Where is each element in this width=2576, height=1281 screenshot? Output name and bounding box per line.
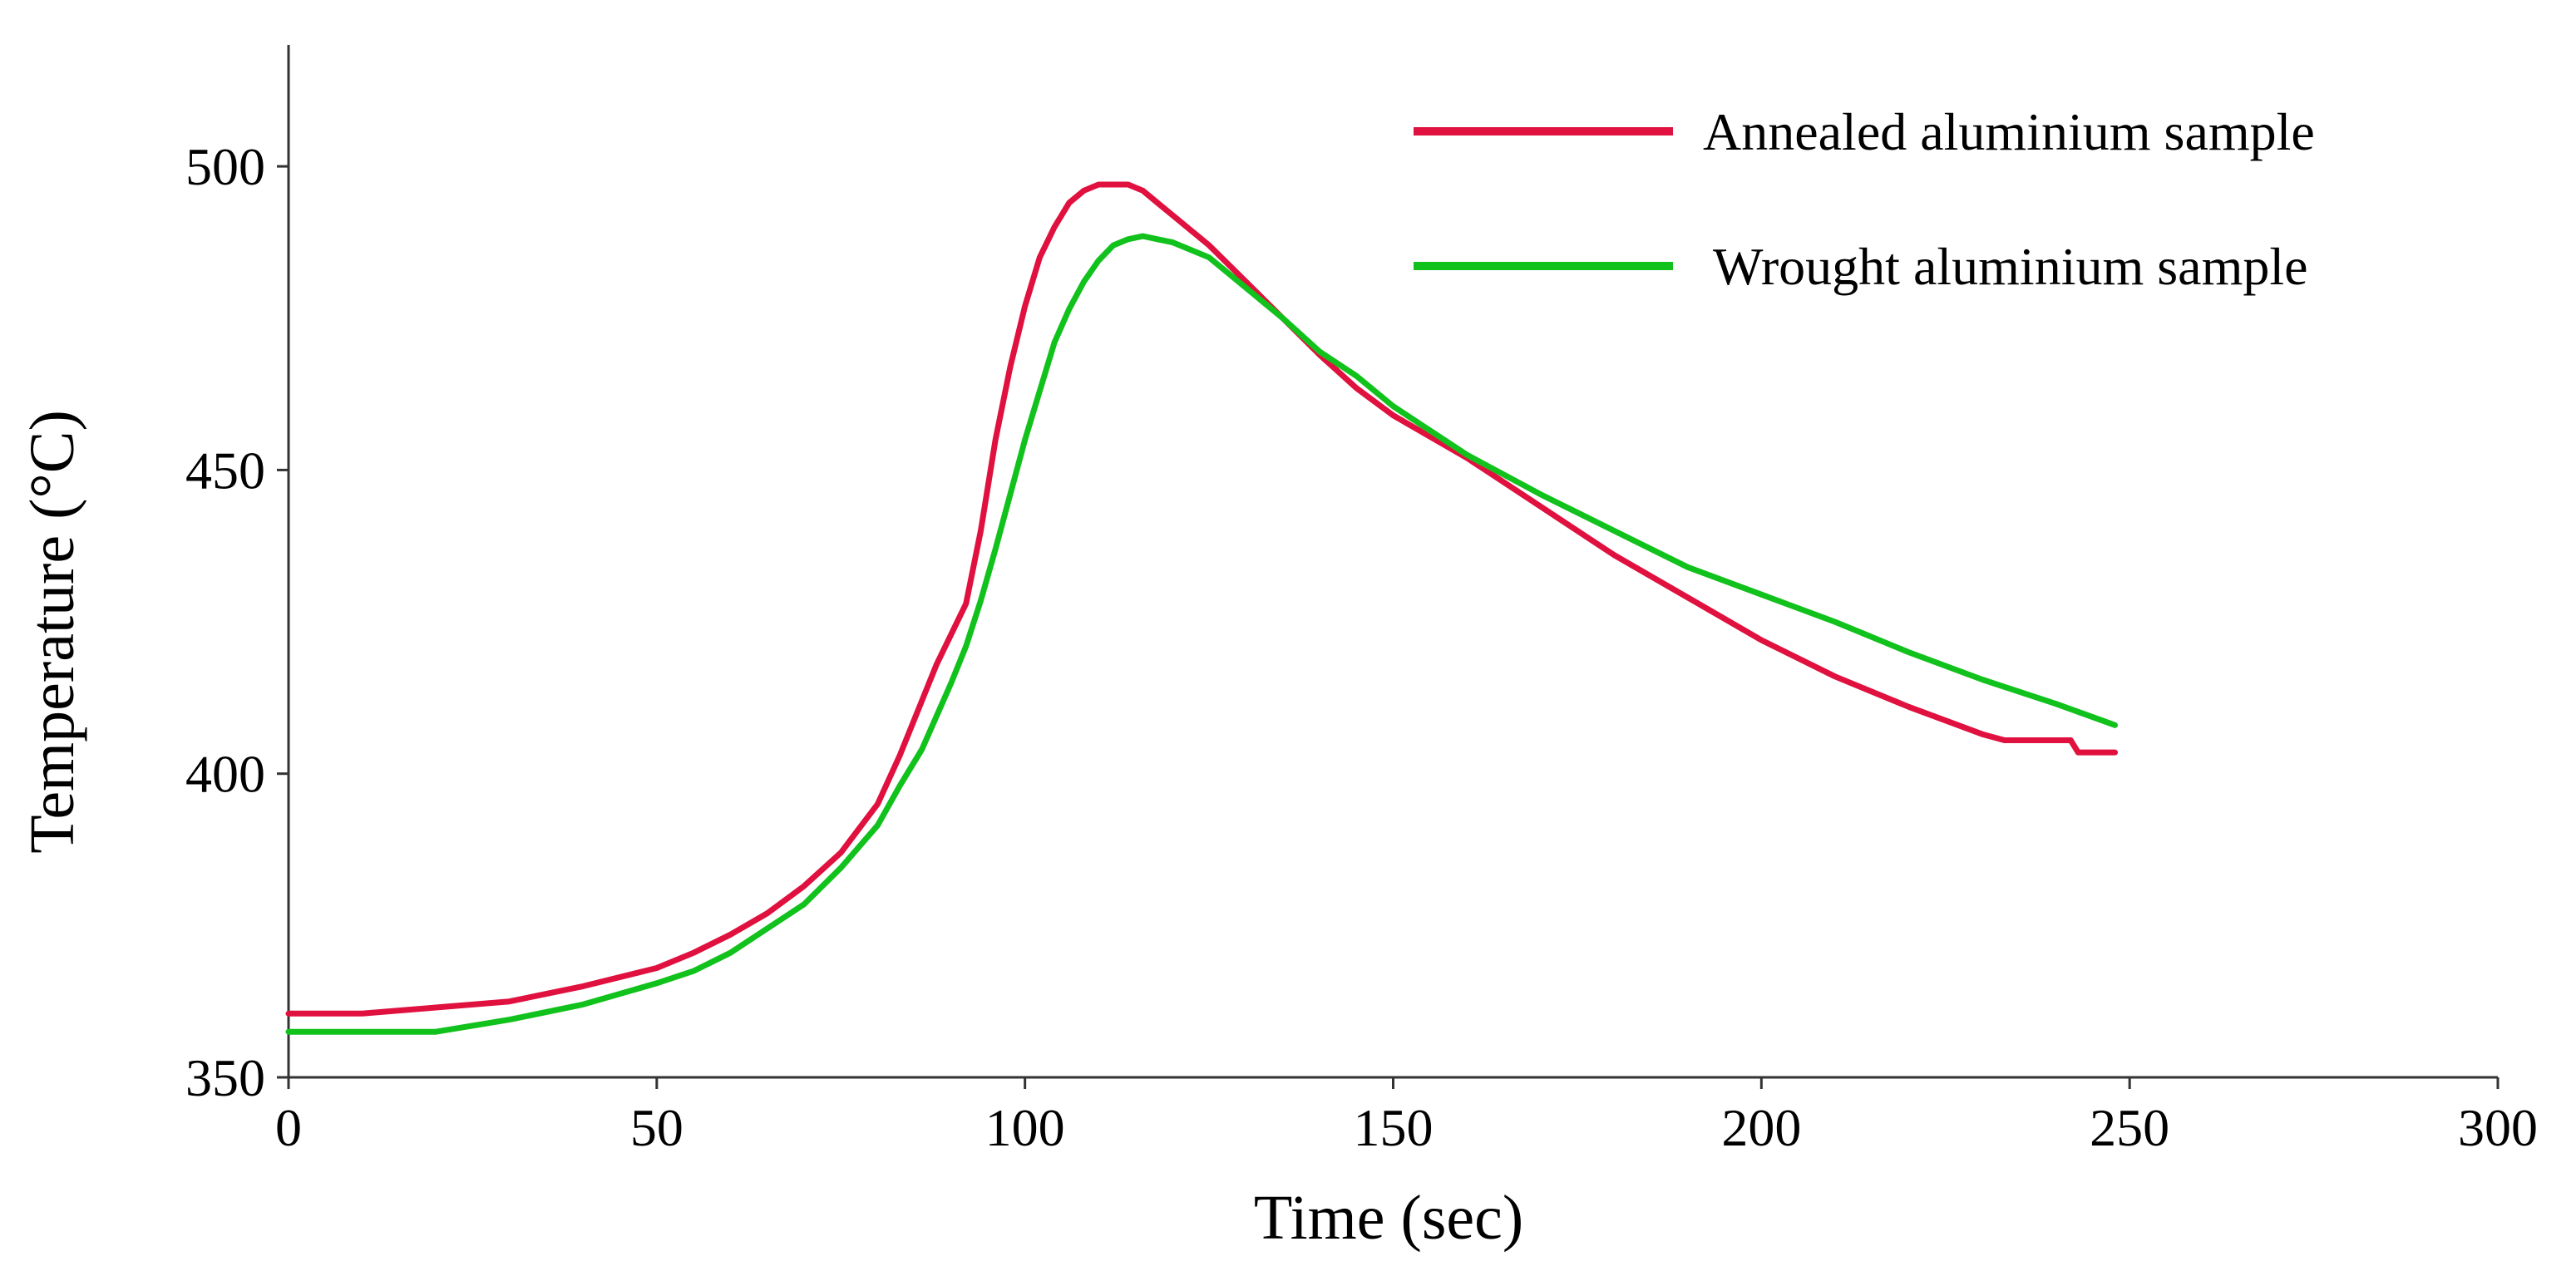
annealed-series-line: [285, 181, 2118, 1017]
x-tick-label: 250: [2090, 1098, 2169, 1157]
y-tick-label: 450: [185, 441, 265, 500]
legend: Annealed aluminium sample Wrought alumin…: [1414, 102, 2315, 296]
y-axis-ticks: 350 400 450 500: [185, 137, 289, 1107]
y-tick-label: 500: [185, 137, 265, 196]
wrought-series-line: [285, 233, 2118, 1035]
x-tick-label: 300: [2458, 1098, 2538, 1157]
x-axis-ticks: 0 50 100 150 200 250 300: [275, 1077, 2538, 1157]
x-tick-label: 150: [1354, 1098, 1434, 1157]
y-tick-label: 350: [185, 1048, 265, 1107]
legend-label-wrought: Wrought aluminium sample: [1713, 237, 2308, 296]
x-tick-label: 0: [275, 1098, 302, 1157]
y-tick-label: 400: [185, 745, 265, 804]
axes: [287, 45, 2498, 1079]
y-axis-title: Temperature (°C): [17, 410, 87, 854]
x-tick-label: 100: [985, 1098, 1065, 1157]
x-axis-title: Time (sec): [1254, 1183, 1523, 1253]
legend-label-annealed: Annealed aluminium sample: [1703, 102, 2315, 161]
x-tick-label: 200: [1721, 1098, 1801, 1157]
x-tick-label: 50: [630, 1098, 683, 1157]
series-lines: [285, 181, 2118, 1035]
